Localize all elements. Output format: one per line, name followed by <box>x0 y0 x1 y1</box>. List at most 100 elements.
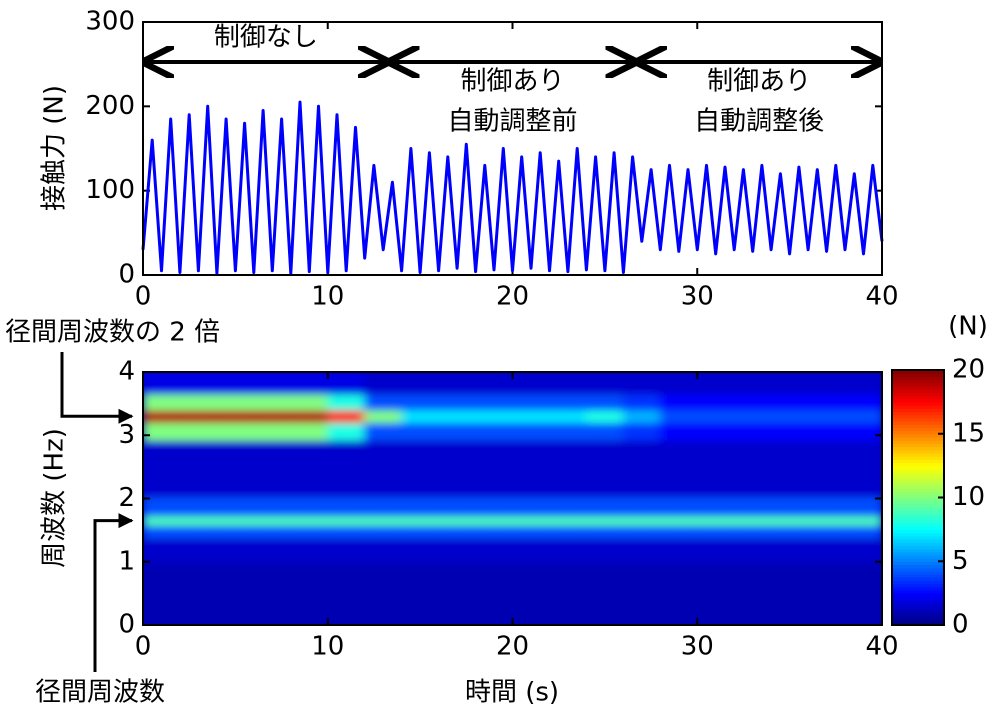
heatmap-cell <box>696 524 735 539</box>
heatmap-cell <box>216 592 255 625</box>
heatmap-cell <box>364 409 403 424</box>
heatmap-cell <box>733 524 772 539</box>
colorbar-segment <box>892 516 944 521</box>
heatmap-cell <box>696 515 735 526</box>
annotation: 自動調整後 <box>694 107 824 137</box>
heatmap-cell <box>548 409 587 424</box>
heatmap-cell <box>512 515 550 526</box>
heatmap-cell <box>659 422 698 441</box>
heatmap-cell <box>622 515 661 526</box>
colorbar-segment <box>892 596 944 601</box>
heatmap-cell <box>364 496 403 517</box>
heatmap-cell <box>290 372 329 395</box>
heatmap-cell <box>438 466 477 498</box>
heatmap-cell <box>290 466 329 498</box>
colorbar-segment <box>892 376 944 381</box>
heatmap-cell <box>733 515 772 526</box>
heatmap-cell <box>548 592 587 625</box>
colorbar-segment <box>892 456 944 460</box>
colorbar-segment <box>892 519 944 524</box>
heatmap-cell <box>659 515 698 526</box>
heatmap-cell <box>844 561 882 594</box>
heatmap-cell <box>475 592 513 625</box>
heatmap-cell <box>401 393 440 411</box>
heatmap-cell <box>364 537 403 563</box>
heatmap-cell <box>143 422 181 441</box>
heatmap-cell <box>807 524 846 539</box>
heatmap-cell <box>253 372 292 395</box>
colorbar-segment <box>892 433 944 438</box>
colorbar-tick-label: 10 <box>952 482 985 512</box>
heatmap-cell <box>364 439 403 468</box>
heatmap-cell <box>548 439 587 468</box>
x-tick-label: 30 <box>681 632 714 662</box>
y-tick-label: 100 <box>85 175 135 205</box>
heatmap-cell <box>401 592 440 625</box>
heatmap-cell <box>179 515 218 526</box>
colorbar-segment <box>892 513 944 518</box>
heatmap-cell <box>179 372 218 395</box>
heatmap-cell <box>659 409 698 424</box>
heatmap-cell <box>548 393 587 411</box>
heatmap-cell <box>696 393 735 411</box>
colorbar-segment <box>892 507 944 511</box>
heatmap-cell <box>585 422 624 441</box>
heatmap-cell <box>364 592 403 625</box>
heatmap-cell <box>253 537 292 563</box>
colorbar-segment <box>892 373 944 377</box>
heatmap-cell <box>475 537 513 563</box>
heatmap-cell <box>438 561 477 594</box>
x-axis-label: 時間 (s) <box>465 678 559 708</box>
heatmap-cell <box>622 372 661 395</box>
colorbar-segment <box>892 605 944 610</box>
heatmap-cell <box>548 561 587 594</box>
heatmap-cell <box>733 393 772 411</box>
heatmap-cell <box>475 466 513 498</box>
heatmap-cell <box>143 496 181 517</box>
heatmap-cell <box>179 393 218 411</box>
heatmap-clip <box>143 372 882 625</box>
colorbar-segment <box>892 542 944 546</box>
pointer-arrow <box>60 352 134 424</box>
heatmap-cell <box>659 439 698 468</box>
heatmap-cell <box>733 537 772 563</box>
colorbar-segment <box>892 535 944 540</box>
colorbar-segment <box>892 545 944 550</box>
y-tick-label: 4 <box>118 357 135 387</box>
x-tick-label: 10 <box>311 632 344 662</box>
heatmap-cell <box>696 466 735 498</box>
heatmap-cell <box>179 524 218 539</box>
heatmap-cell <box>659 561 698 594</box>
heatmap-cell <box>475 524 513 539</box>
heatmap-cell <box>290 561 329 594</box>
x-tick-label: 30 <box>681 282 714 312</box>
heatmap-cell <box>844 372 882 395</box>
heatmap-cell <box>844 466 882 498</box>
heatmap-cell <box>696 409 735 424</box>
colorbar-label: (N) <box>948 312 988 342</box>
heatmap-cell <box>512 524 550 539</box>
heatmap-cell <box>696 422 735 441</box>
heatmap-cell <box>253 515 292 526</box>
heatmap-cell <box>143 537 181 563</box>
heatmap-cell <box>733 422 772 441</box>
heatmap-cell <box>659 496 698 517</box>
x-tick-label: 0 <box>135 632 152 662</box>
heatmap-cell <box>438 496 477 517</box>
heatmap-cell <box>475 515 513 526</box>
colorbar-tick-label: 20 <box>952 355 985 385</box>
heatmap-cell <box>179 466 218 498</box>
axes-frame <box>142 371 883 626</box>
y-tick-label: 0 <box>118 260 135 290</box>
colorbar-segment <box>892 478 944 483</box>
colorbar-segment <box>892 385 944 390</box>
heatmap-cell <box>290 393 329 411</box>
heatmap-cell <box>438 524 477 539</box>
heatmap-cell <box>253 409 292 424</box>
heatmap-cell <box>364 422 403 441</box>
colorbar-segment <box>892 427 944 432</box>
heatmap-cell <box>253 439 292 468</box>
colorbar-segment <box>892 424 944 428</box>
heatmap-cell <box>696 592 735 625</box>
heatmap-cell <box>216 524 255 539</box>
